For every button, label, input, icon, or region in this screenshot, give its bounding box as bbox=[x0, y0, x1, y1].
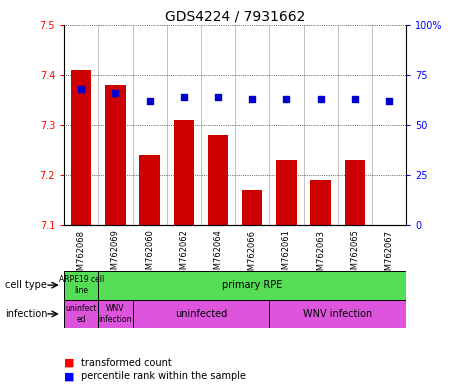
Point bbox=[77, 86, 85, 92]
Text: ■: ■ bbox=[64, 371, 75, 381]
Text: uninfect
ed: uninfect ed bbox=[66, 304, 97, 324]
Bar bbox=[344, 160, 365, 225]
Bar bbox=[71, 70, 92, 225]
Text: WNV
infection: WNV infection bbox=[99, 304, 132, 324]
Bar bbox=[98, 300, 133, 328]
Bar bbox=[242, 190, 263, 225]
Point bbox=[385, 98, 393, 104]
Bar bbox=[276, 160, 297, 225]
Text: uninfected: uninfected bbox=[175, 309, 227, 319]
Text: ARPE19 cell
line: ARPE19 cell line bbox=[58, 275, 104, 295]
Point bbox=[214, 94, 222, 100]
Bar bbox=[105, 85, 126, 225]
Point bbox=[180, 94, 188, 100]
Text: percentile rank within the sample: percentile rank within the sample bbox=[81, 371, 246, 381]
Bar bbox=[269, 300, 406, 328]
Bar bbox=[310, 180, 331, 225]
Point bbox=[283, 96, 290, 102]
Text: infection: infection bbox=[5, 309, 47, 319]
Point bbox=[317, 96, 324, 102]
Bar bbox=[173, 120, 194, 225]
Text: ■: ■ bbox=[64, 358, 75, 368]
Bar bbox=[133, 300, 269, 328]
Title: GDS4224 / 7931662: GDS4224 / 7931662 bbox=[165, 10, 305, 24]
Bar bbox=[208, 135, 228, 225]
Bar bbox=[64, 271, 98, 300]
Text: cell type: cell type bbox=[5, 280, 47, 290]
Point bbox=[248, 96, 256, 102]
Text: transformed count: transformed count bbox=[81, 358, 171, 368]
Point bbox=[112, 90, 119, 96]
Text: WNV infection: WNV infection bbox=[303, 309, 372, 319]
Point bbox=[351, 96, 359, 102]
Point bbox=[146, 98, 153, 104]
Text: primary RPE: primary RPE bbox=[222, 280, 283, 290]
Bar bbox=[139, 155, 160, 225]
Bar bbox=[64, 300, 98, 328]
